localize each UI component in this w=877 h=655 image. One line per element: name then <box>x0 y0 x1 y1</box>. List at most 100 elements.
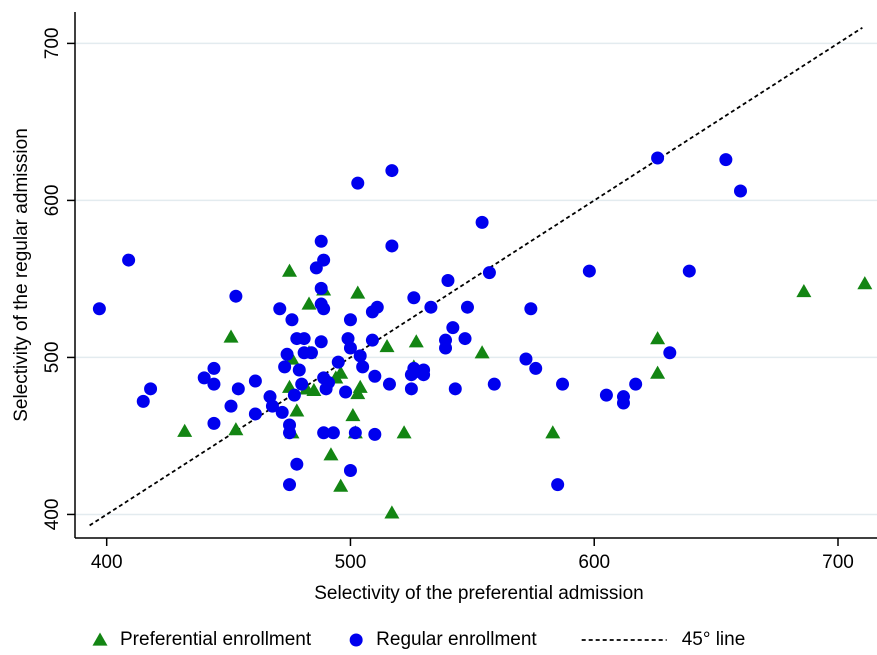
point <box>273 302 287 316</box>
point <box>207 361 221 375</box>
point <box>136 394 150 408</box>
point <box>384 505 400 519</box>
point <box>424 300 438 314</box>
point <box>350 285 366 299</box>
point <box>343 313 357 327</box>
point <box>545 425 561 439</box>
point <box>144 382 158 396</box>
point <box>650 365 666 379</box>
point <box>356 360 370 374</box>
point <box>368 427 382 441</box>
x-tick-label: 400 <box>91 552 123 573</box>
point <box>275 405 289 419</box>
point <box>651 151 665 165</box>
legend-marker <box>349 633 363 647</box>
point <box>290 457 304 471</box>
point <box>650 331 666 345</box>
point <box>350 386 366 400</box>
point <box>351 176 365 190</box>
point <box>348 426 362 440</box>
point <box>304 346 318 360</box>
point <box>289 403 305 417</box>
point <box>224 399 238 413</box>
point <box>278 360 292 374</box>
y-tick-label: 700 <box>42 28 63 60</box>
point <box>314 234 328 248</box>
point <box>295 377 309 391</box>
reference-line <box>89 26 863 527</box>
point <box>333 478 349 492</box>
point <box>407 291 421 305</box>
point <box>345 408 361 422</box>
point <box>317 253 331 267</box>
point <box>353 349 367 363</box>
point <box>663 346 677 360</box>
point <box>283 478 297 492</box>
point <box>448 382 462 396</box>
point <box>339 385 353 399</box>
point <box>231 382 245 396</box>
y-tick-label: 600 <box>42 185 63 217</box>
point <box>417 363 431 377</box>
point <box>487 377 501 391</box>
point <box>482 266 496 280</box>
point <box>379 338 395 353</box>
point <box>322 376 336 390</box>
point <box>228 422 244 436</box>
point <box>524 302 538 316</box>
point <box>519 352 533 366</box>
point <box>460 300 474 314</box>
point <box>285 313 299 327</box>
point <box>370 300 384 314</box>
point <box>207 377 221 391</box>
point <box>280 347 294 361</box>
point <box>365 333 379 347</box>
point <box>368 369 382 383</box>
point <box>314 335 328 349</box>
point <box>343 341 357 355</box>
legend-marker <box>92 632 108 646</box>
point <box>796 283 812 298</box>
point <box>382 377 396 391</box>
point <box>682 264 696 278</box>
point <box>323 447 339 461</box>
point <box>283 426 297 440</box>
point <box>197 371 211 385</box>
point <box>317 426 331 440</box>
point <box>582 264 596 278</box>
point <box>248 407 262 421</box>
point <box>474 345 490 359</box>
point <box>265 399 279 413</box>
legend-label: Regular enrollment <box>376 629 537 650</box>
x-axis-title: Selectivity of the preferential admissio… <box>314 583 644 604</box>
point <box>551 478 565 492</box>
point <box>475 215 489 229</box>
point <box>326 426 340 440</box>
point <box>404 382 418 396</box>
point <box>287 388 301 402</box>
point <box>297 332 311 346</box>
point <box>719 153 733 167</box>
point <box>317 302 331 316</box>
point <box>177 423 193 437</box>
legend-label: Preferential enrollment <box>120 629 312 650</box>
point <box>396 425 412 439</box>
point <box>733 184 747 198</box>
point <box>343 463 357 477</box>
point <box>857 276 873 290</box>
x-tick-label: 600 <box>578 552 610 573</box>
x-tick-label: 500 <box>335 552 367 573</box>
point <box>229 289 243 303</box>
point <box>599 388 613 402</box>
point <box>385 239 399 253</box>
point <box>616 396 630 410</box>
y-tick-label: 400 <box>42 499 63 531</box>
point <box>207 416 221 430</box>
point <box>282 263 298 277</box>
point <box>331 355 345 369</box>
point <box>458 332 472 346</box>
point <box>223 329 239 343</box>
point <box>529 361 543 375</box>
point <box>122 253 136 267</box>
